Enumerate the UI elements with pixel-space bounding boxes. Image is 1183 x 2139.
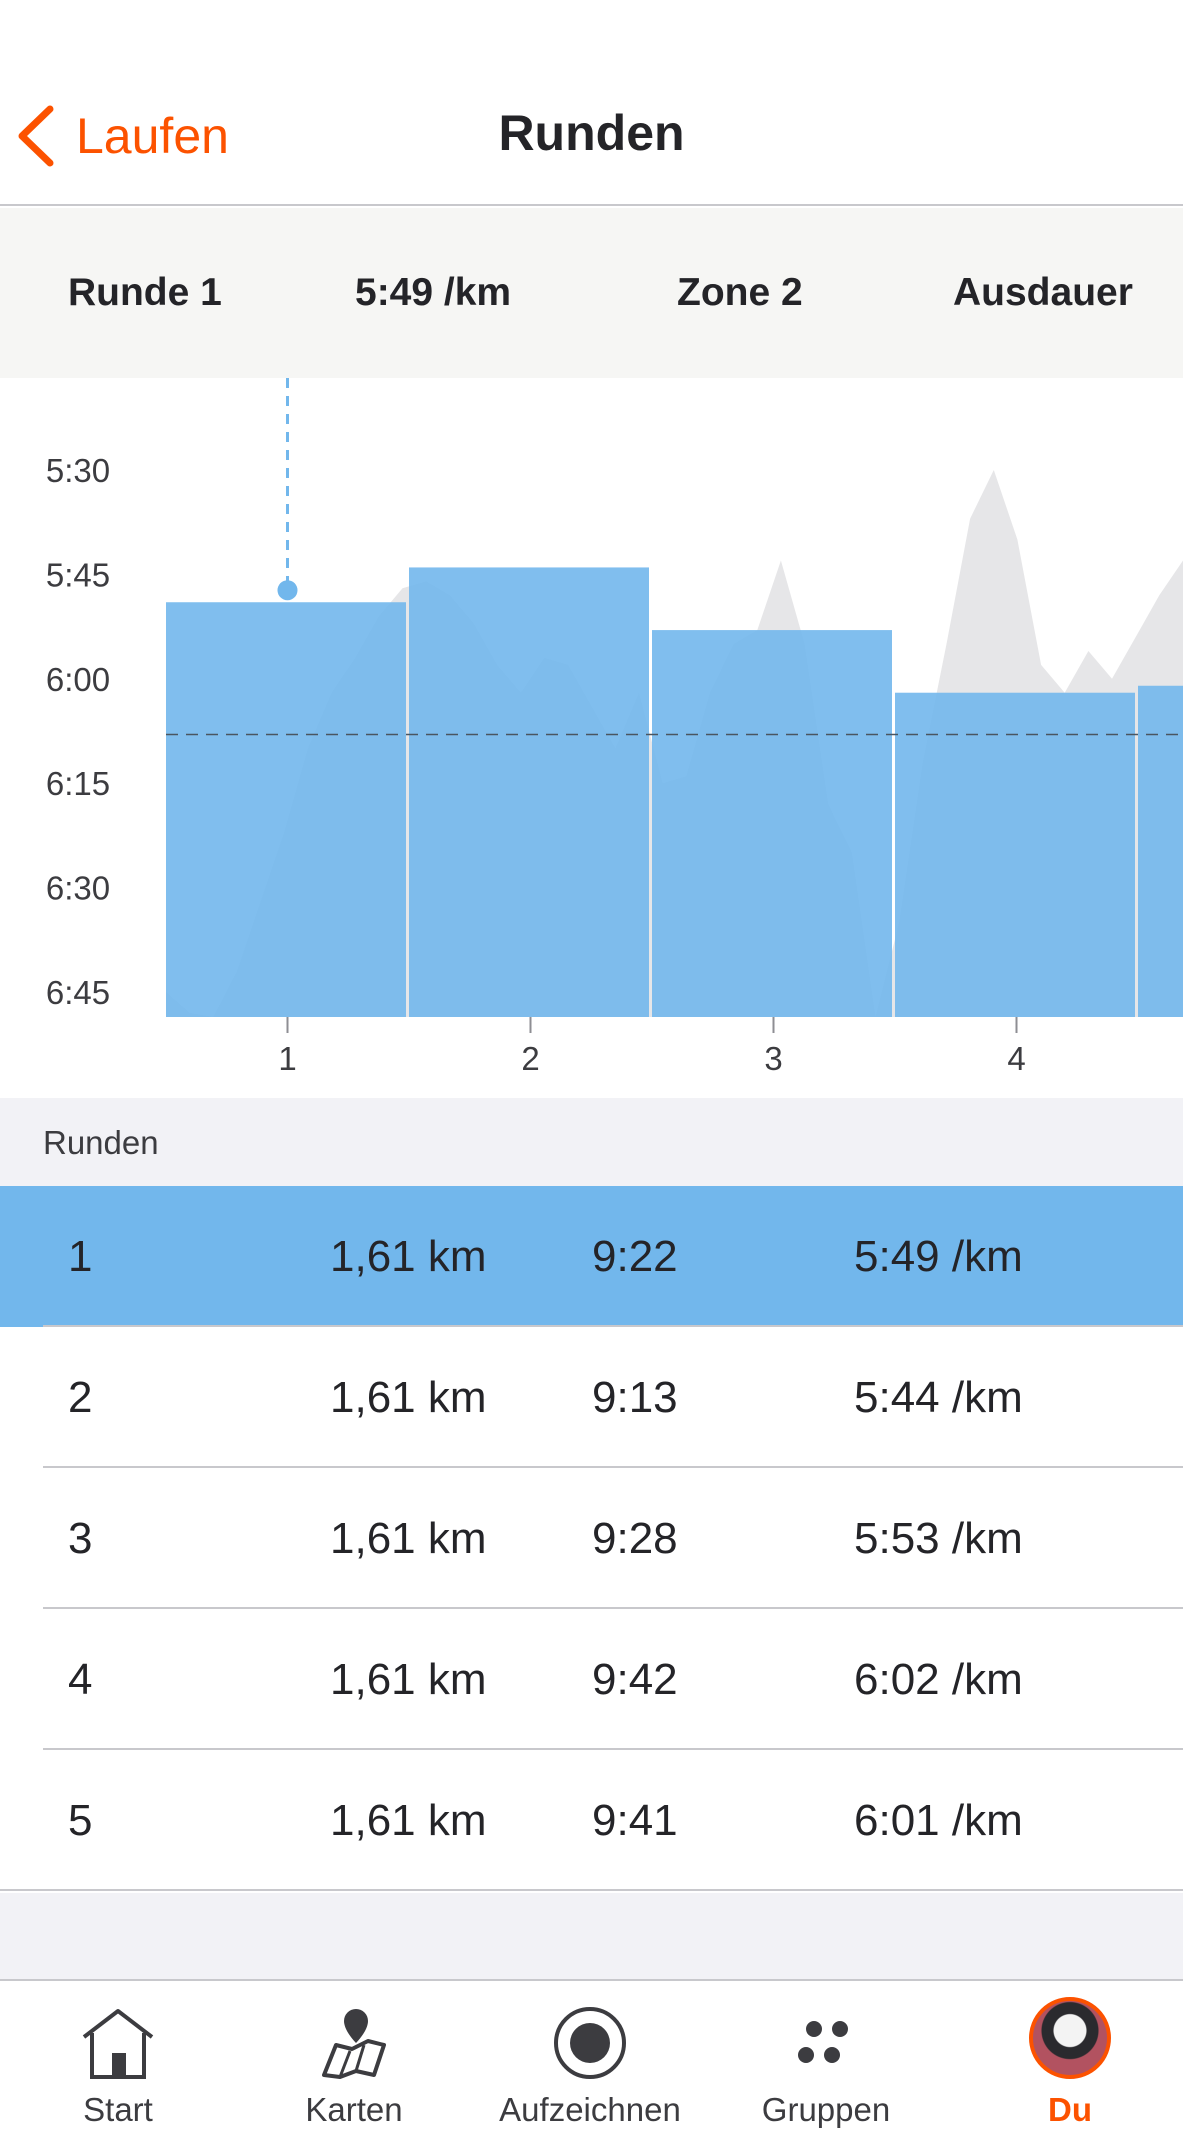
row-divider <box>43 1607 1183 1609</box>
back-button[interactable]: Laufen <box>14 100 229 172</box>
list-footer-space <box>0 1893 1183 1979</box>
lap-pace: 6:01 /km <box>854 1796 1023 1845</box>
lap-bar <box>1138 685 1183 1017</box>
y-tick-label: 5:45 <box>46 556 110 593</box>
lap-pace: 6:02 /km <box>854 1655 1023 1704</box>
lap-distance: 1,61 km <box>330 1232 487 1281</box>
lap-time: 9:28 <box>592 1514 678 1563</box>
avatar <box>1029 1997 1111 2079</box>
tab-label: Gruppen <box>761 2091 891 2128</box>
y-tick-label: 6:45 <box>46 974 110 1011</box>
laps-section-header: Runden <box>0 1098 1183 1186</box>
lap-bar <box>895 692 1135 1017</box>
lap-pace: 5:53 /km <box>854 1514 1023 1563</box>
x-tick-label: 3 <box>764 1040 782 1077</box>
y-tick-label: 6:00 <box>46 661 110 698</box>
lap-number: 2 <box>68 1373 93 1422</box>
lap-pace: 5:44 /km <box>854 1373 1023 1422</box>
row-divider <box>43 1748 1183 1750</box>
x-tick-label: 4 <box>1007 1040 1025 1077</box>
home-icon <box>82 2009 154 2079</box>
lap-number: 4 <box>68 1655 93 1704</box>
chevron-left-icon <box>18 105 54 167</box>
record-icon <box>554 2007 626 2079</box>
x-tick-label: 1 <box>278 1040 296 1077</box>
lap-number: 3 <box>68 1514 93 1563</box>
y-tick-label: 6:15 <box>46 765 110 802</box>
tab-label: Du <box>1048 2091 1092 2128</box>
lap-summary: Runde 1 5:49 /km Zone 2 Ausdauer <box>0 208 1183 378</box>
lap-pace-chart[interactable]: 5:30 5:45 6:00 6:15 6:30 6:45 1 2 3 4 <box>0 378 1183 1098</box>
lap-distance: 1,61 km <box>330 1655 487 1704</box>
lap-number: 1 <box>68 1232 93 1281</box>
back-label: Laufen <box>76 108 229 164</box>
summary-pace: 5:49 /km <box>355 271 512 314</box>
lap-row[interactable]: 3 1,61 km 9:28 5:53 /km <box>0 1468 1183 1609</box>
lap-bar <box>409 567 649 1017</box>
y-tick-label: 5:30 <box>46 452 110 489</box>
lap-distance: 1,61 km <box>330 1796 487 1845</box>
selected-lap-dot <box>277 580 298 601</box>
page-title: Runden <box>498 105 685 161</box>
lap-time: 9:42 <box>592 1655 678 1704</box>
lap-pace: 5:49 /km <box>854 1232 1023 1281</box>
navigation-bar: Laufen Runden <box>0 0 1183 206</box>
laps-list: 1 1,61 km 9:22 5:49 /km 2 1,61 km 9:13 5… <box>0 1186 1183 1891</box>
groups-icon <box>798 2021 848 2063</box>
lap-time: 9:22 <box>592 1232 678 1281</box>
laps-section-title: Runden <box>43 1124 159 1161</box>
tab-du[interactable]: Du <box>952 1981 1183 2139</box>
summary-lap: Runde 1 <box>68 271 222 314</box>
lap-number: 5 <box>68 1796 93 1845</box>
lap-distance: 1,61 km <box>330 1514 487 1563</box>
summary-type: Ausdauer <box>953 271 1133 314</box>
lap-row[interactable]: 2 1,61 km 9:13 5:44 /km <box>0 1327 1183 1468</box>
lap-bar <box>652 630 892 1017</box>
summary-zone: Zone 2 <box>677 271 803 314</box>
y-tick-label: 6:30 <box>46 870 110 907</box>
tab-label: Aufzeichnen <box>499 2091 681 2128</box>
tab-label: Karten <box>305 2091 403 2128</box>
row-divider <box>43 1466 1183 1468</box>
lap-time: 9:41 <box>592 1796 678 1845</box>
map-icon <box>322 2009 386 2079</box>
tab-start[interactable]: Start <box>0 1981 236 2139</box>
row-divider <box>43 1325 1183 1327</box>
lap-row[interactable]: 4 1,61 km 9:42 6:02 /km <box>0 1609 1183 1750</box>
lap-distance: 1,61 km <box>330 1373 487 1422</box>
row-divider <box>0 1889 1183 1891</box>
lap-row[interactable]: 5 1,61 km 9:41 6:01 /km <box>0 1750 1183 1891</box>
tab-gruppen[interactable]: Gruppen <box>708 1981 944 2139</box>
tab-bar: Start Karten Aufzeichnen Gruppen Du <box>0 1979 1183 2139</box>
tab-aufzeichnen[interactable]: Aufzeichnen <box>472 1981 708 2139</box>
tab-karten[interactable]: Karten <box>236 1981 472 2139</box>
tab-label: Start <box>83 2091 153 2128</box>
lap-bar <box>166 602 406 1017</box>
lap-time: 9:13 <box>592 1373 678 1422</box>
x-tick-label: 2 <box>521 1040 539 1077</box>
lap-pace-chart-svg[interactable]: 5:30 5:45 6:00 6:15 6:30 6:45 1 2 3 4 <box>0 378 1183 1098</box>
lap-row[interactable]: 1 1,61 km 9:22 5:49 /km <box>0 1186 1183 1327</box>
